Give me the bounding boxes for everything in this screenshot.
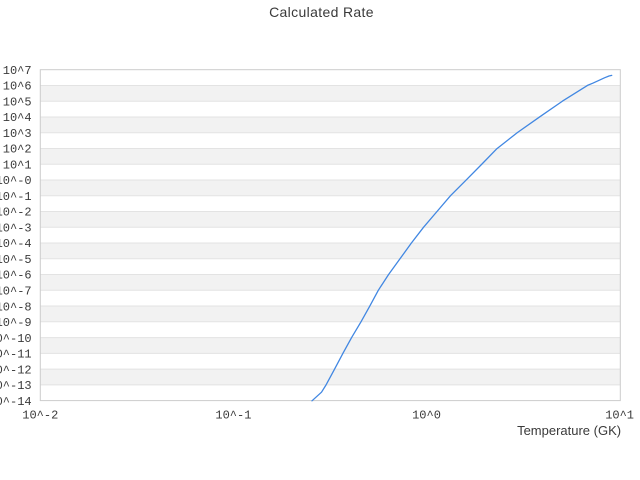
svg-text:10^-9: 10^-9 [0, 316, 32, 330]
svg-text:10^0: 10^0 [412, 408, 441, 422]
svg-text:10^-10: 10^-10 [0, 332, 32, 346]
svg-text:10^1: 10^1 [3, 158, 32, 172]
svg-text:10^1: 10^1 [605, 408, 634, 422]
svg-text:10^-4: 10^-4 [0, 237, 32, 251]
svg-text:10^-2: 10^-2 [22, 408, 58, 422]
svg-text:10^6: 10^6 [3, 80, 32, 94]
svg-text:10^-8: 10^-8 [0, 300, 32, 314]
svg-text:10^7: 10^7 [3, 64, 32, 78]
svg-text:10^5: 10^5 [3, 95, 32, 109]
svg-text:10^-12: 10^-12 [0, 363, 32, 377]
svg-text:10^-7: 10^-7 [0, 285, 32, 299]
svg-text:10^-1: 10^-1 [215, 408, 251, 422]
svg-text:10^-5: 10^-5 [0, 253, 32, 267]
svg-text:10^3: 10^3 [3, 127, 32, 141]
svg-text:10^-11: 10^-11 [0, 348, 32, 362]
svg-text:10^-0: 10^-0 [0, 174, 32, 188]
svg-text:10^-1: 10^-1 [0, 190, 32, 204]
svg-text:10^2: 10^2 [3, 143, 32, 157]
svg-text:10^-6: 10^-6 [0, 269, 32, 283]
svg-text:10^4: 10^4 [3, 111, 32, 125]
svg-text:10^-3: 10^-3 [0, 221, 32, 235]
svg-text:10^-14: 10^-14 [0, 395, 32, 409]
svg-text:Temperature (GK): Temperature (GK) [517, 423, 621, 438]
svg-text:Calculated Rate: Calculated Rate [269, 4, 374, 20]
svg-text:10^-13: 10^-13 [0, 379, 32, 393]
svg-text:10^-2: 10^-2 [0, 206, 32, 220]
